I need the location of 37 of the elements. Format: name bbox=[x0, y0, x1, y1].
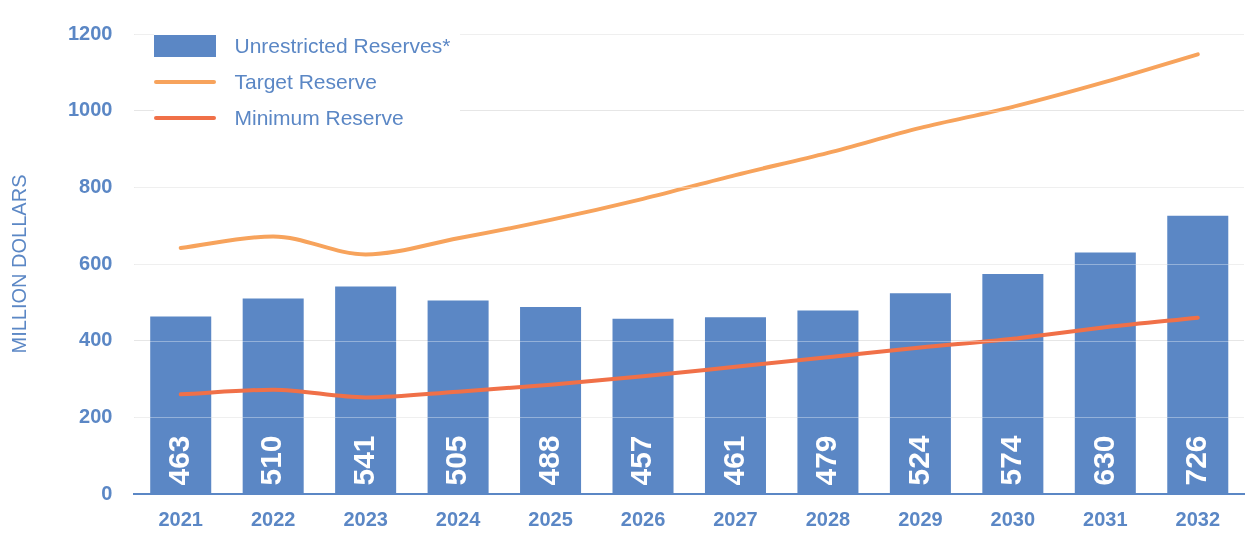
line-series bbox=[178, 52, 1200, 257]
x-tick-label: 2032 bbox=[1175, 507, 1221, 530]
x-tick-label: 2029 bbox=[898, 507, 943, 530]
x-tick-label: 2028 bbox=[805, 507, 851, 530]
data-label: 463 bbox=[161, 435, 195, 486]
data-label: 457 bbox=[624, 435, 658, 486]
data-label: 524 bbox=[901, 435, 935, 486]
data-label: 574 bbox=[994, 435, 1028, 486]
x-tick-label: 2021 bbox=[158, 507, 203, 530]
y-tick-label: 1000 bbox=[67, 98, 113, 121]
y-axis-title: MILLION DOLLARS bbox=[7, 174, 30, 354]
x-tick-label: 2031 bbox=[1083, 507, 1128, 530]
data-label: 726 bbox=[1179, 435, 1213, 486]
x-tick-label: 2023 bbox=[343, 507, 388, 530]
line-series bbox=[178, 315, 1200, 400]
data-label: 630 bbox=[1086, 435, 1120, 486]
y-tick-label: 600 bbox=[79, 251, 113, 274]
data-label: 505 bbox=[439, 435, 473, 486]
legend-label: Unrestricted Reserves* bbox=[234, 34, 451, 58]
data-label: 461 bbox=[716, 435, 750, 486]
legend-label: Minimum Reserve bbox=[234, 106, 404, 130]
data-label: 479 bbox=[809, 435, 843, 486]
x-tick-label: 2025 bbox=[528, 507, 573, 530]
y-tick-label: 400 bbox=[79, 328, 113, 351]
y-tick-label: 200 bbox=[79, 404, 113, 427]
x-tick-label: 2022 bbox=[250, 507, 296, 530]
x-tick-label: 2030 bbox=[990, 507, 1036, 530]
y-tick-label: 0 bbox=[101, 481, 113, 504]
x-tick-label: 2027 bbox=[713, 507, 758, 530]
data-label: 510 bbox=[254, 435, 288, 486]
y-tick-label: 1200 bbox=[67, 21, 113, 44]
x-tick-label: 2024 bbox=[435, 507, 482, 530]
legend-label: Target Reserve bbox=[234, 70, 377, 94]
data-label: 541 bbox=[346, 435, 380, 486]
y-tick-label: 800 bbox=[79, 174, 113, 197]
data-label: 488 bbox=[531, 435, 565, 486]
x-tick-label: 2026 bbox=[620, 507, 666, 530]
